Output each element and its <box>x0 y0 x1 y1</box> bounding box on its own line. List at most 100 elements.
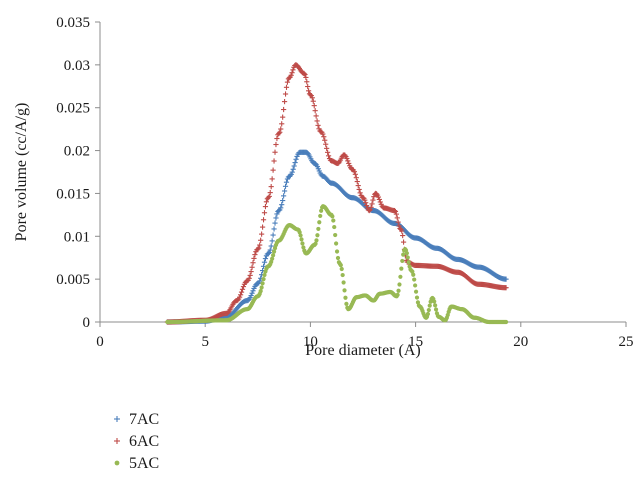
data-point <box>344 155 350 162</box>
data-point <box>396 288 401 293</box>
data-point <box>260 217 267 223</box>
data-point <box>269 176 275 182</box>
data-point <box>426 307 431 313</box>
data-point <box>396 223 402 229</box>
legend: 7AC 6AC 5AC <box>114 411 159 472</box>
legend-item: 5AC <box>114 455 159 472</box>
data-point <box>425 311 431 317</box>
data-point <box>377 199 383 205</box>
data-point <box>239 286 246 292</box>
data-point <box>394 215 400 221</box>
chart-axes <box>99 22 626 323</box>
data-point <box>393 211 399 217</box>
x-tick-label: 25 <box>619 334 634 350</box>
data-point <box>269 238 275 244</box>
data-point <box>280 197 286 204</box>
data-point <box>284 79 291 85</box>
data-point <box>272 149 278 155</box>
data-point <box>368 204 374 210</box>
data-point <box>310 98 316 104</box>
data-point <box>413 283 418 288</box>
y-tick-label: 0.025 <box>56 101 90 117</box>
data-point <box>304 79 310 85</box>
data-point <box>238 289 245 295</box>
series-5AC <box>165 204 509 325</box>
data-point <box>255 246 261 252</box>
data-point <box>266 193 272 200</box>
data-point <box>300 241 305 246</box>
data-point <box>248 292 254 299</box>
data-point <box>237 292 244 298</box>
data-point <box>353 175 359 181</box>
data-point <box>354 178 360 185</box>
data-point <box>399 266 404 271</box>
y-tick-label: 0.01 <box>64 229 90 245</box>
y-tick-label: 0.02 <box>64 144 90 160</box>
data-point <box>333 232 338 238</box>
data-point <box>370 197 376 203</box>
data-point <box>395 292 400 297</box>
data-point <box>312 161 319 167</box>
legend-marker <box>114 438 120 444</box>
legend-item: 6AC <box>114 433 159 450</box>
data-point <box>357 190 363 196</box>
data-point <box>263 199 270 205</box>
data-point <box>247 272 253 278</box>
data-point <box>274 135 280 142</box>
data-point <box>401 252 406 257</box>
data-point <box>248 268 254 275</box>
data-point <box>341 280 346 285</box>
data-point <box>303 74 309 81</box>
data-point <box>297 230 302 235</box>
data-point <box>312 108 318 114</box>
data-point <box>305 88 312 94</box>
data-point <box>433 307 439 312</box>
data-point <box>317 220 322 225</box>
data-point <box>366 207 372 214</box>
data-point <box>266 249 272 256</box>
data-point <box>324 145 330 151</box>
data-point <box>298 233 303 238</box>
data-point <box>246 275 252 281</box>
data-point <box>271 226 277 232</box>
data-point <box>315 122 321 128</box>
data-point <box>355 182 361 189</box>
data-point <box>406 260 411 265</box>
data-point <box>301 70 307 77</box>
data-point <box>250 260 256 266</box>
data-point <box>323 141 329 147</box>
data-point <box>262 256 269 262</box>
data-point <box>237 294 243 300</box>
y-tick-label: 0.005 <box>56 272 90 288</box>
data-point <box>259 231 265 237</box>
data-point <box>400 232 406 239</box>
data-point <box>257 278 263 284</box>
data-point <box>412 277 417 282</box>
data-point <box>293 156 299 162</box>
data-point <box>399 228 405 234</box>
data-point <box>268 243 274 249</box>
data-point <box>272 220 278 226</box>
data-point <box>313 113 319 119</box>
data-point <box>278 126 284 132</box>
x-axis-ticks: 0 5 10 15 20 25 <box>96 322 634 350</box>
data-point <box>302 71 308 78</box>
data-point <box>280 114 286 120</box>
data-point <box>256 245 262 251</box>
data-point <box>271 249 277 254</box>
data-point <box>301 245 306 250</box>
data-point <box>259 224 266 230</box>
data-point <box>325 149 331 155</box>
data-point <box>352 171 358 177</box>
data-point <box>318 213 323 219</box>
data-point <box>316 226 321 232</box>
data-point <box>322 137 328 143</box>
data-point <box>273 215 279 221</box>
x-tick-label: 20 <box>513 334 528 350</box>
data-point <box>367 207 373 213</box>
x-axis-title: Pore diameter (A) <box>305 342 421 359</box>
data-point <box>339 266 344 272</box>
series-7AC <box>164 149 509 325</box>
data-point <box>376 196 382 203</box>
data-point <box>277 129 283 135</box>
